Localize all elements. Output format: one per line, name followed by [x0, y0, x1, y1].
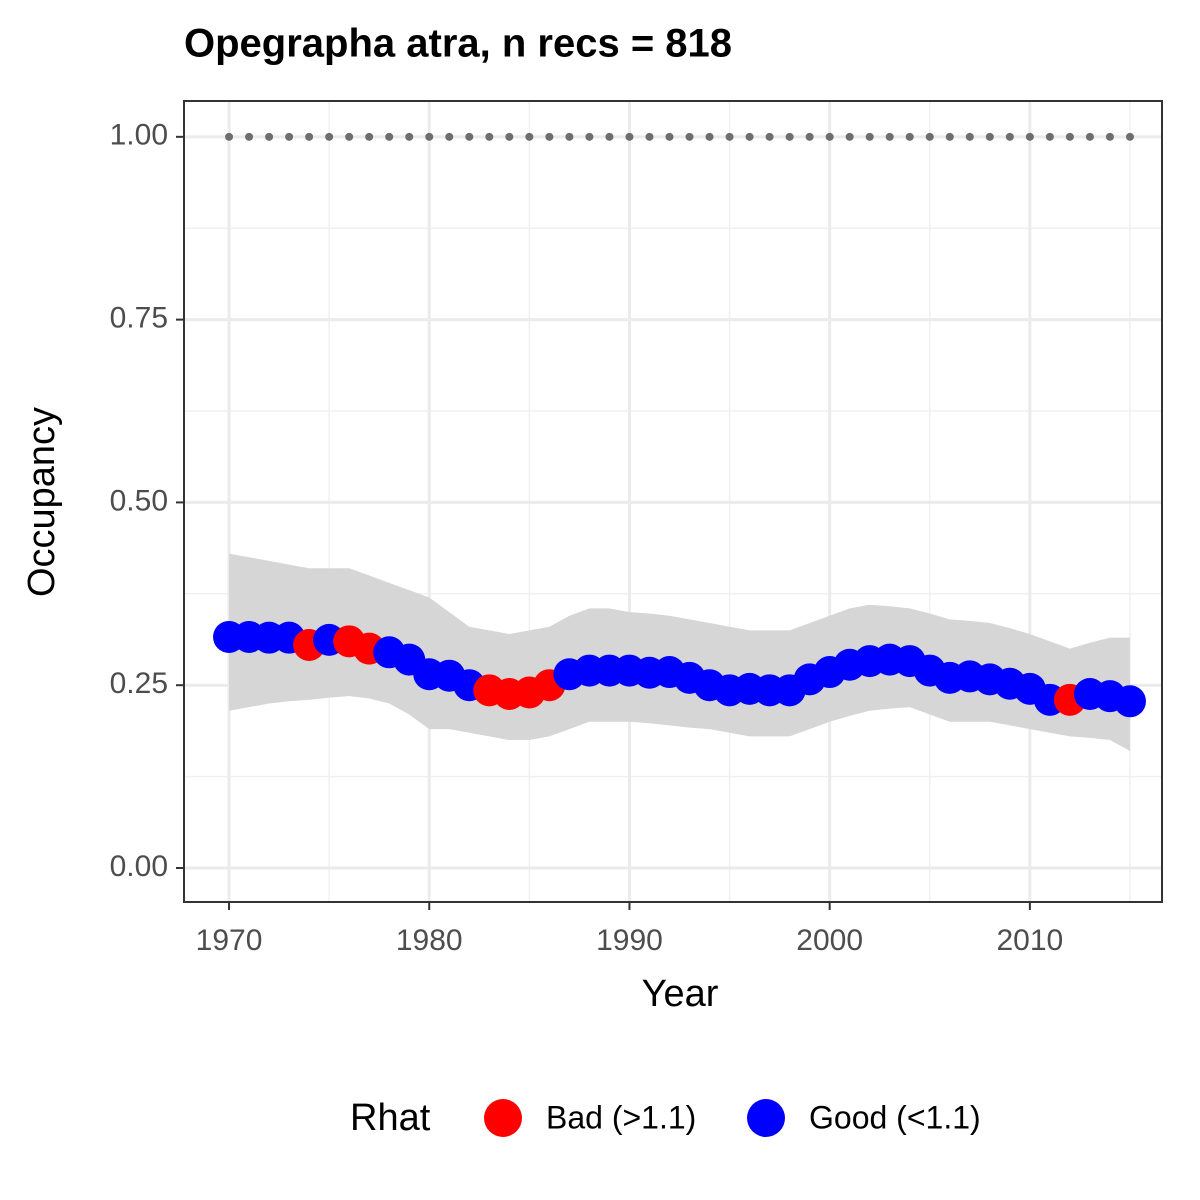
- naive-point: [285, 132, 294, 141]
- naive-point: [745, 132, 754, 141]
- x-tick-label: 1970: [196, 924, 263, 957]
- naive-point: [505, 132, 514, 141]
- naive-point: [485, 132, 494, 141]
- y-axis-label: Occupancy: [21, 407, 63, 597]
- occupancy-point: [1113, 685, 1146, 718]
- y-tick-label: 0.00: [110, 850, 168, 883]
- naive-point: [785, 132, 794, 141]
- naive-point: [965, 132, 974, 141]
- naive-point: [625, 132, 634, 141]
- naive-point: [565, 132, 574, 141]
- legend-title: Rhat: [350, 1097, 431, 1139]
- x-tick-label: 1990: [596, 924, 663, 957]
- naive-point: [845, 132, 854, 141]
- naive-point: [685, 132, 694, 141]
- naive-point: [1065, 132, 1074, 141]
- naive-point: [265, 132, 274, 141]
- x-tick-label: 1980: [396, 924, 463, 957]
- naive-point: [445, 132, 454, 141]
- naive-point: [805, 132, 814, 141]
- naive-point: [945, 132, 954, 141]
- naive-point: [425, 132, 434, 141]
- naive-point: [905, 132, 914, 141]
- credible-band: [229, 553, 1130, 752]
- x-axis-label: Year: [642, 973, 719, 1015]
- naive-point: [1125, 132, 1134, 141]
- naive-point: [345, 132, 354, 141]
- naive-point: [525, 132, 534, 141]
- naive-point: [765, 132, 774, 141]
- legend-swatch: [747, 1099, 785, 1137]
- legend-swatch: [484, 1099, 522, 1137]
- legend-label: Good (<1.1): [809, 1099, 981, 1135]
- naive-point: [365, 132, 374, 141]
- x-tick-label: 2000: [796, 924, 863, 957]
- chart-title: Opegrapha atra, n recs = 818: [184, 22, 732, 66]
- naive-point: [405, 132, 414, 141]
- naive-point: [925, 132, 934, 141]
- y-tick-label: 0.75: [110, 302, 168, 335]
- naive-point: [985, 132, 994, 141]
- naive-point: [225, 132, 234, 141]
- naive-point: [725, 132, 734, 141]
- y-tick-label: 1.00: [110, 119, 168, 152]
- y-tick-label: 0.25: [110, 667, 168, 700]
- naive-point: [325, 132, 334, 141]
- naive-point: [305, 132, 314, 141]
- naive-point: [385, 132, 394, 141]
- legend-label: Bad (>1.1): [546, 1099, 696, 1135]
- naive-point: [1045, 132, 1054, 141]
- y-tick-label: 0.50: [110, 484, 168, 517]
- naive-point: [605, 132, 614, 141]
- naive-point: [465, 132, 474, 141]
- naive-point: [885, 132, 894, 141]
- naive-point: [1025, 132, 1034, 141]
- naive-point: [865, 132, 874, 141]
- naive-point: [1005, 132, 1014, 141]
- naive-point: [1105, 132, 1114, 141]
- naive-point: [825, 132, 834, 141]
- naive-point: [705, 132, 714, 141]
- x-tick-label: 2010: [996, 924, 1063, 957]
- naive-point: [645, 132, 654, 141]
- naive-point: [1085, 132, 1094, 141]
- naive-point: [585, 132, 594, 141]
- naive-point: [245, 132, 254, 141]
- naive-point: [545, 132, 554, 141]
- naive-point: [665, 132, 674, 141]
